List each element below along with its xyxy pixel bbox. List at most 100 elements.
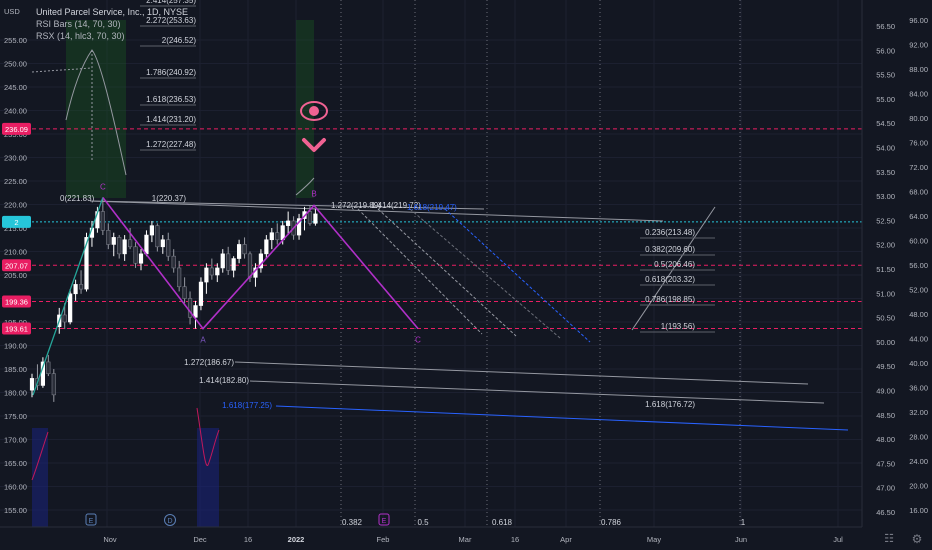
fib-extension-label: 2(246.52) — [162, 36, 197, 45]
candle — [313, 209, 318, 226]
candle-body — [220, 253, 225, 269]
candle-body — [275, 232, 280, 241]
right-axis-2-tick: 52.00 — [909, 286, 928, 295]
candle-body — [269, 232, 274, 241]
candle — [242, 237, 247, 259]
price-tick-label: 175.00 — [4, 412, 27, 421]
time-tick-label: Jul — [833, 535, 843, 544]
candle — [138, 249, 144, 271]
candle — [73, 279, 78, 301]
candle-body — [46, 361, 51, 375]
right-axis-2-tick: 84.00 — [909, 90, 928, 99]
candle — [106, 223, 111, 250]
right-axis-1-tick: 47.50 — [876, 459, 895, 468]
time-tick-label: 16 — [244, 535, 252, 544]
time-tick-label: Nov — [103, 535, 117, 544]
right-axis-2-tick: 68.00 — [909, 188, 928, 197]
candle-body — [155, 225, 160, 248]
candle-body — [264, 239, 269, 255]
candle-body — [182, 286, 187, 299]
indicator-rsi-bars[interactable]: RSI Bars (14, 70, 30) — [36, 19, 121, 29]
candle — [122, 235, 127, 261]
fib-fan-line — [89, 200, 485, 210]
candle-body — [307, 211, 313, 224]
fib-retracement-label: 0.382(209.60) — [645, 245, 695, 254]
right-axis-1-tick: 53.50 — [876, 168, 895, 177]
candle — [231, 256, 236, 278]
price-axis — [862, 0, 932, 550]
event-marker — [164, 514, 176, 526]
right-axis-1-tick: 47.00 — [876, 484, 895, 493]
price-tick-label: 220.00 — [4, 201, 27, 210]
right-axis-2-tick: 60.00 — [909, 237, 928, 246]
eye-icon — [300, 101, 328, 121]
fib-extension-label: 1.786(240.92) — [146, 68, 196, 77]
price-tick-label: 230.00 — [4, 154, 27, 163]
right-axis-2-tick: 100.00 — [905, 0, 928, 1]
fib-diagonal-line — [631, 206, 716, 331]
chart-legend: United Parcel Service, Inc., 1D, NYSE RS… — [36, 6, 188, 42]
candle-body — [242, 244, 247, 255]
candle-body — [231, 258, 236, 271]
candle-body — [160, 239, 165, 248]
rsx-curve — [65, 49, 127, 176]
price-tag-label: 199.36 — [5, 298, 28, 307]
candle — [275, 223, 280, 245]
candle-body — [237, 244, 242, 259]
candle-body — [128, 239, 133, 248]
indicator-rsx[interactable]: RSX (14, hlc3, 70, 30) — [36, 31, 125, 41]
candle-body — [84, 237, 89, 290]
price-tick-label: 210.00 — [4, 248, 27, 257]
fib-extension-line — [234, 361, 809, 385]
event-marker-label: E — [382, 518, 387, 525]
fib-time-label: 0.618 — [492, 518, 513, 527]
right-axis-1-tick: 49.50 — [876, 362, 895, 371]
candle-body — [29, 378, 35, 391]
right-axis-2-tick: 72.00 — [909, 163, 928, 172]
candle — [128, 228, 133, 250]
right-axis-1-tick: 50.50 — [876, 314, 895, 323]
candle — [193, 300, 198, 329]
right-axis-2-tick: 64.00 — [909, 212, 928, 221]
candle — [51, 369, 56, 402]
candle-body — [193, 305, 198, 318]
abc-pattern — [102, 196, 419, 330]
right-axis-1-tick: 46.50 — [876, 508, 895, 517]
fib-extension-label: 2.272(253.63) — [146, 16, 196, 25]
candle — [46, 354, 51, 377]
symbol-title[interactable]: United Parcel Service, Inc., 1D, NYSE — [36, 7, 189, 17]
event-marker — [378, 513, 390, 526]
right-axis-2-tick: 48.00 — [909, 310, 928, 319]
price-tick-label: 205.00 — [4, 271, 27, 280]
gear-icon[interactable]: ⚙ — [911, 532, 923, 546]
price-tick-label: 170.00 — [4, 436, 27, 445]
event-marker — [85, 513, 97, 526]
candle-body — [166, 239, 171, 257]
candle-body — [171, 255, 176, 269]
candle-body — [296, 218, 302, 236]
fib-diagonal-line — [409, 208, 561, 339]
calendar-icon[interactable]: ☷ — [884, 533, 894, 545]
pattern-label-c: C — [100, 182, 106, 191]
fib-extension-label: 1(220.37) — [152, 194, 187, 203]
price-tick-label: 215.00 — [4, 224, 27, 233]
time-tick-label: Mar — [459, 535, 472, 544]
right-axis-1-tick: 51.50 — [876, 265, 895, 274]
fib-time-label: 0.382 — [342, 518, 363, 527]
candle — [198, 277, 204, 311]
fib-extension-label: 0(221.83) — [60, 194, 95, 203]
event-marker-label: E — [89, 518, 94, 525]
fib-fan-line — [89, 200, 664, 222]
time-tick-label: 16 — [511, 535, 519, 544]
candle — [237, 239, 242, 264]
candle — [117, 235, 122, 259]
pattern-label-b: B — [311, 189, 316, 198]
fib-top-label: 1.414(219.72) — [371, 201, 421, 210]
right-axis-2-tick: 16.00 — [909, 506, 928, 515]
fib-extension-label: 1.414(231.20) — [146, 115, 196, 124]
fib-time-label: 0.5 — [417, 518, 429, 527]
fib-top-label: 1.272(219.89) — [331, 201, 381, 210]
candle-body — [247, 253, 253, 278]
right-axis-1-tick: 54.00 — [876, 144, 895, 153]
